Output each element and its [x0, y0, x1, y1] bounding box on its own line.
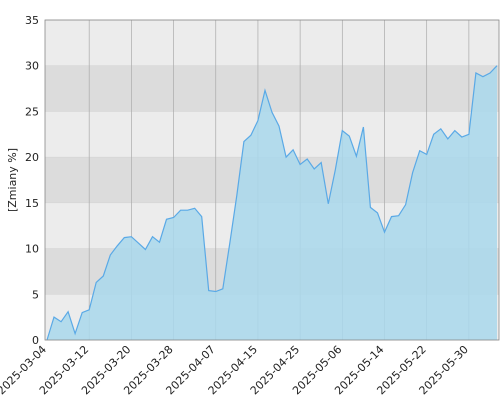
y-tick-label: 35 — [25, 14, 39, 27]
grid-band — [45, 65, 499, 112]
y-tick-label: 30 — [25, 60, 39, 73]
line — [46, 65, 498, 341]
plot-frame — [44, 19, 500, 341]
y-tick-label: 5 — [32, 288, 39, 301]
y-tick-label: 10 — [25, 243, 39, 256]
y-axis-label: [Zmiany %] — [6, 148, 19, 212]
grid-band — [45, 20, 499, 66]
y-tick-label: 0 — [32, 334, 39, 347]
y-tick-label: 15 — [25, 197, 39, 210]
y-tick-label: 25 — [25, 105, 39, 118]
y-tick-label: 20 — [25, 151, 39, 164]
area — [47, 65, 497, 340]
